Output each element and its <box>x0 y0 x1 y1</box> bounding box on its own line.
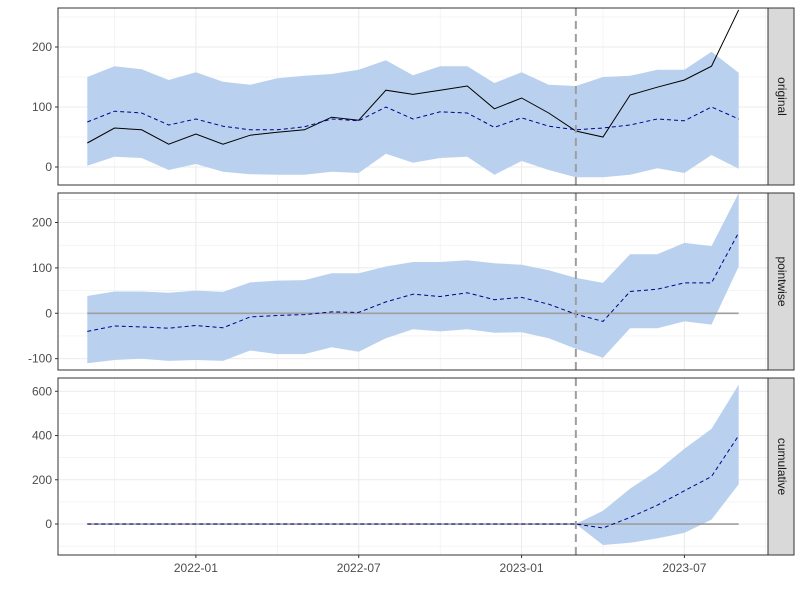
pointwise-y-tick-label: 200 <box>32 216 52 230</box>
original-y-tick-label: 0 <box>45 160 52 174</box>
original-strip <box>767 7 795 186</box>
x-tick-label: 2023-07 <box>662 561 706 575</box>
x-tick-label: 2022-07 <box>337 561 381 575</box>
original-y-tick-label: 200 <box>32 40 52 54</box>
cumulative-y-tick-label: 600 <box>32 384 52 398</box>
cumulative-strip <box>767 377 795 556</box>
cumulative-confidence-band <box>87 384 739 545</box>
pointwise-y-tick-label: 0 <box>45 306 52 320</box>
pointwise-strip-label: pointwise <box>775 256 789 306</box>
cumulative-y-tick-label: 400 <box>32 429 52 443</box>
x-tick-label: 2022-01 <box>174 561 218 575</box>
pointwise-y-tick-label: 100 <box>32 261 52 275</box>
x-tick-label: 2023-01 <box>500 561 544 575</box>
original-y-tick-label: 100 <box>32 100 52 114</box>
pointwise-strip <box>767 192 795 371</box>
cumulative-predicted-line <box>87 435 740 529</box>
original-predicted-line <box>87 106 739 131</box>
original-strip-label: original <box>775 77 789 116</box>
pointwise-y-tick-label: -100 <box>28 352 52 366</box>
cumulative-y-tick-label: 0 <box>45 517 52 531</box>
pointwise-predicted-line <box>87 232 740 332</box>
pointwise-confidence-band <box>87 193 739 364</box>
cumulative-y-tick-label: 200 <box>32 473 52 487</box>
cumulative-strip-label: cumulative <box>775 438 789 496</box>
original-observed-line <box>87 9 740 145</box>
